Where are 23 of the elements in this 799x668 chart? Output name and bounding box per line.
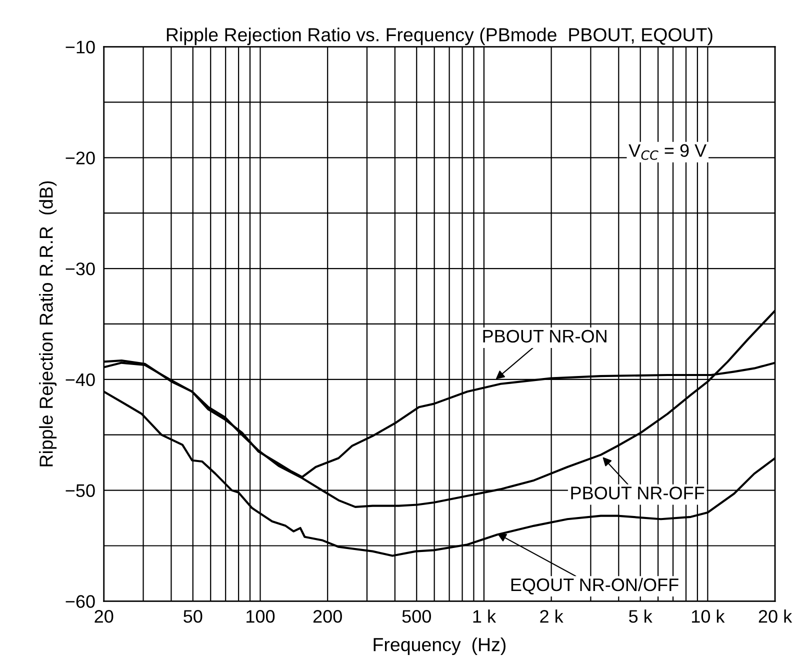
x-axis-title: Frequency (Hz)	[374, 637, 506, 655]
annotation: V$_{CC}$ = 9 V	[628, 144, 707, 160]
annotation: EQOUT NR-ON/OFF	[511, 578, 678, 594]
chart-title: Ripple Rejection Ratio vs. Frequency (PBmode PBOUT, EQOUT)	[166, 28, 712, 46]
y-tick-label: −40	[66, 373, 95, 386]
x-tick-label: 20	[94, 610, 114, 623]
y-tick-label: −60	[66, 595, 95, 608]
x-tick-label: 2 k	[540, 610, 564, 623]
x-tick-label: 50	[184, 610, 202, 623]
x-tick-label: 10 k	[692, 610, 725, 623]
y-axis-title: Ripple Rejection Ratio R.R.R (dB)	[39, 181, 57, 466]
annotation: PBOUT NR-OFF	[571, 486, 704, 500]
y-tick-label: −50	[66, 484, 95, 498]
x-tick-label: 200	[313, 610, 342, 623]
x-tick-label: 100	[246, 610, 275, 623]
y-tick-label: −30	[66, 262, 95, 276]
annotation: PBOUT NR-ON	[483, 330, 606, 343]
x-tick-label: 500	[402, 610, 431, 623]
x-tick-label: 20 k	[758, 610, 792, 623]
x-tick-label: 5 k	[629, 610, 652, 623]
y-tick-label: −10	[66, 40, 95, 54]
x-tick-label: 1 k	[473, 610, 496, 623]
y-tick-label: −20	[66, 152, 95, 164]
